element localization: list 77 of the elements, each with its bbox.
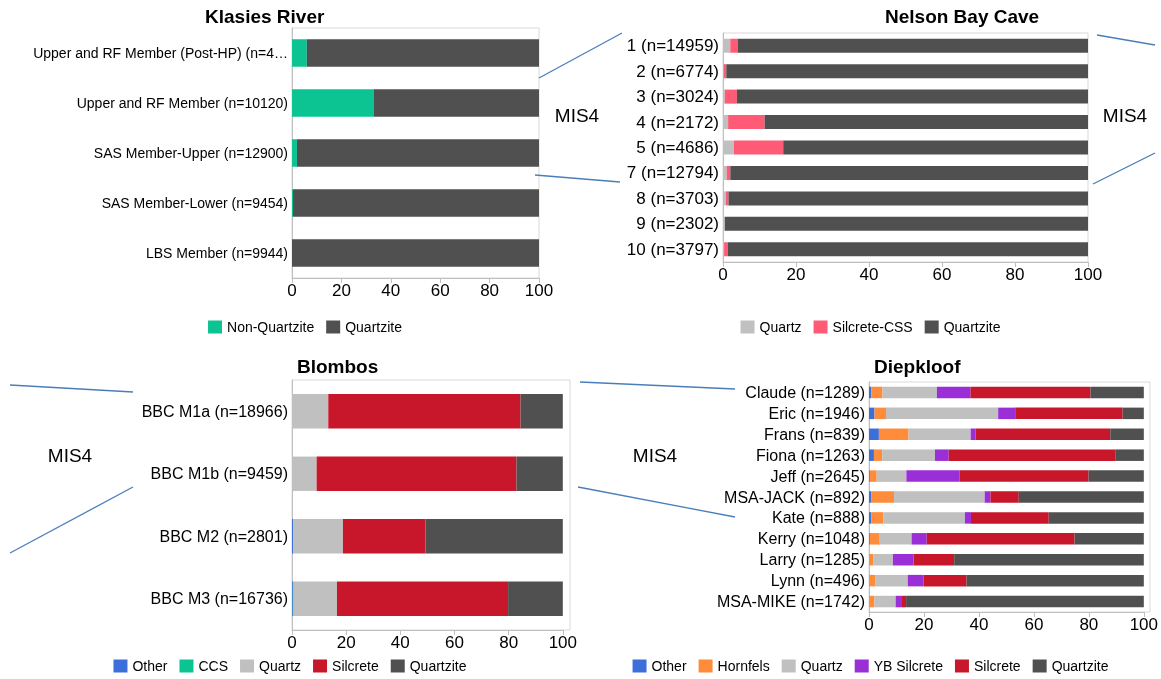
legend-label: Other	[132, 658, 168, 674]
x-tick-label: 20	[336, 633, 356, 652]
x-tick-label: 80	[1005, 265, 1025, 284]
y-tick-label: MSA-JACK (n=892)	[724, 488, 865, 506]
y-tick-label: 9 (n=2302)	[636, 214, 719, 234]
x-tick-label: 20	[786, 265, 806, 284]
text: MIS4	[1102, 104, 1148, 126]
x-tick-label: 100	[1129, 615, 1159, 634]
y-tick-label: SAS Member-Upper (n=12900)	[93, 145, 288, 161]
x-tick-label: 0	[287, 633, 297, 652]
chart-title: Klasies River	[205, 6, 325, 27]
x-tick-label: 20	[914, 615, 934, 634]
x-tick-label: 80	[499, 633, 519, 652]
x-tick-label: 100	[524, 281, 554, 300]
x-tick-label: 60	[932, 265, 952, 284]
x-tick-label: 0	[864, 615, 874, 634]
legend-label: Quartzite	[409, 658, 467, 674]
y-tick-label: Jeff (n=2645)	[770, 467, 865, 485]
y-tick-label: Fiona (n=1263)	[756, 446, 865, 464]
y-tick-label: SAS Member-Lower (n=9454)	[101, 195, 288, 211]
legend-label: Quartz	[759, 319, 802, 335]
y-tick-label: Larry (n=1285)	[759, 551, 865, 569]
x-tick-label: 100	[548, 633, 578, 652]
x-tick-label: 60	[430, 281, 450, 300]
chart-title: Diepkloof	[874, 356, 962, 377]
y-tick-label: Eric (n=1946)	[768, 404, 865, 422]
y-tick-label: Upper and RF Member (Post-HP) (n=4…	[33, 45, 288, 61]
x-tick-label: 40	[390, 633, 410, 652]
legend-label: Hornfels	[717, 658, 770, 674]
y-tick-label: 7 (n=12794)	[626, 163, 719, 183]
x-tick-label: 0	[718, 265, 728, 284]
text: MIS4	[47, 444, 93, 466]
y-tick-label: 5 (n=4686)	[636, 138, 719, 157]
x-tick-label: 80	[480, 281, 500, 300]
legend-label: Quartz	[259, 658, 302, 674]
x-tick-label: 20	[331, 281, 351, 300]
x-tick-label: 40	[969, 615, 989, 634]
legend-label: Quartzite	[943, 319, 1001, 335]
legend-label: YB Silcrete	[873, 658, 944, 674]
y-tick-label: Upper and RF Member (n=10120)	[76, 95, 288, 111]
legend-label: Non-Quartzite	[227, 319, 315, 335]
legend-label: Silcrete	[332, 658, 379, 674]
y-tick-label: Claude (n=1289)	[745, 383, 865, 401]
chart-title: Blombos	[297, 356, 379, 377]
legend-label: Silcrete	[973, 658, 1021, 674]
y-tick-label: MSA-MIKE (n=1742)	[716, 593, 865, 611]
y-tick-label: BBC M1b (n=9459)	[150, 465, 288, 483]
legend-label: Quartzite	[1051, 658, 1109, 674]
y-tick-label: BBC M2 (n=2801)	[159, 527, 288, 545]
y-tick-label: 10 (n=3797)	[626, 239, 719, 259]
y-tick-label: 1 (n=14959)	[626, 36, 719, 56]
legend-label: Silcrete-CSS	[832, 319, 913, 335]
x-tick-label: 60	[1024, 615, 1044, 634]
y-tick-label: 8 (n=3703)	[636, 188, 719, 208]
y-tick-label: Kerry (n=1048)	[757, 530, 865, 548]
text: MIS4	[554, 104, 600, 126]
x-tick-label: 80	[1079, 615, 1099, 634]
x-tick-label: 100	[1073, 265, 1103, 284]
y-tick-label: 4 (n=2172)	[636, 112, 719, 132]
x-tick-label: 60	[445, 633, 464, 652]
legend-label: CCS	[198, 658, 229, 674]
legend-label: Quartz	[800, 658, 843, 674]
legend-label: Quartzite	[345, 319, 403, 335]
y-tick-label: LBS Member (n=9944)	[145, 245, 288, 261]
y-tick-label: BBC M3 (n=16736)	[150, 590, 288, 608]
text: MIS4	[632, 444, 678, 466]
y-tick-label: Lynn (n=496)	[770, 572, 865, 590]
y-tick-label: 3 (n=3024)	[636, 87, 719, 107]
x-tick-label: 40	[381, 281, 401, 300]
x-tick-label: 40	[859, 265, 879, 284]
x-tick-label: 0	[287, 281, 297, 300]
y-tick-label: Frans (n=839)	[764, 425, 865, 443]
y-tick-label: BBC M1a (n=18966)	[141, 402, 288, 420]
legend-label: Other	[651, 658, 687, 674]
y-tick-label: 2 (n=6774)	[636, 61, 719, 81]
chart-title: Nelson Bay Cave	[885, 6, 1040, 27]
y-tick-label: Kate (n=888)	[772, 509, 865, 527]
